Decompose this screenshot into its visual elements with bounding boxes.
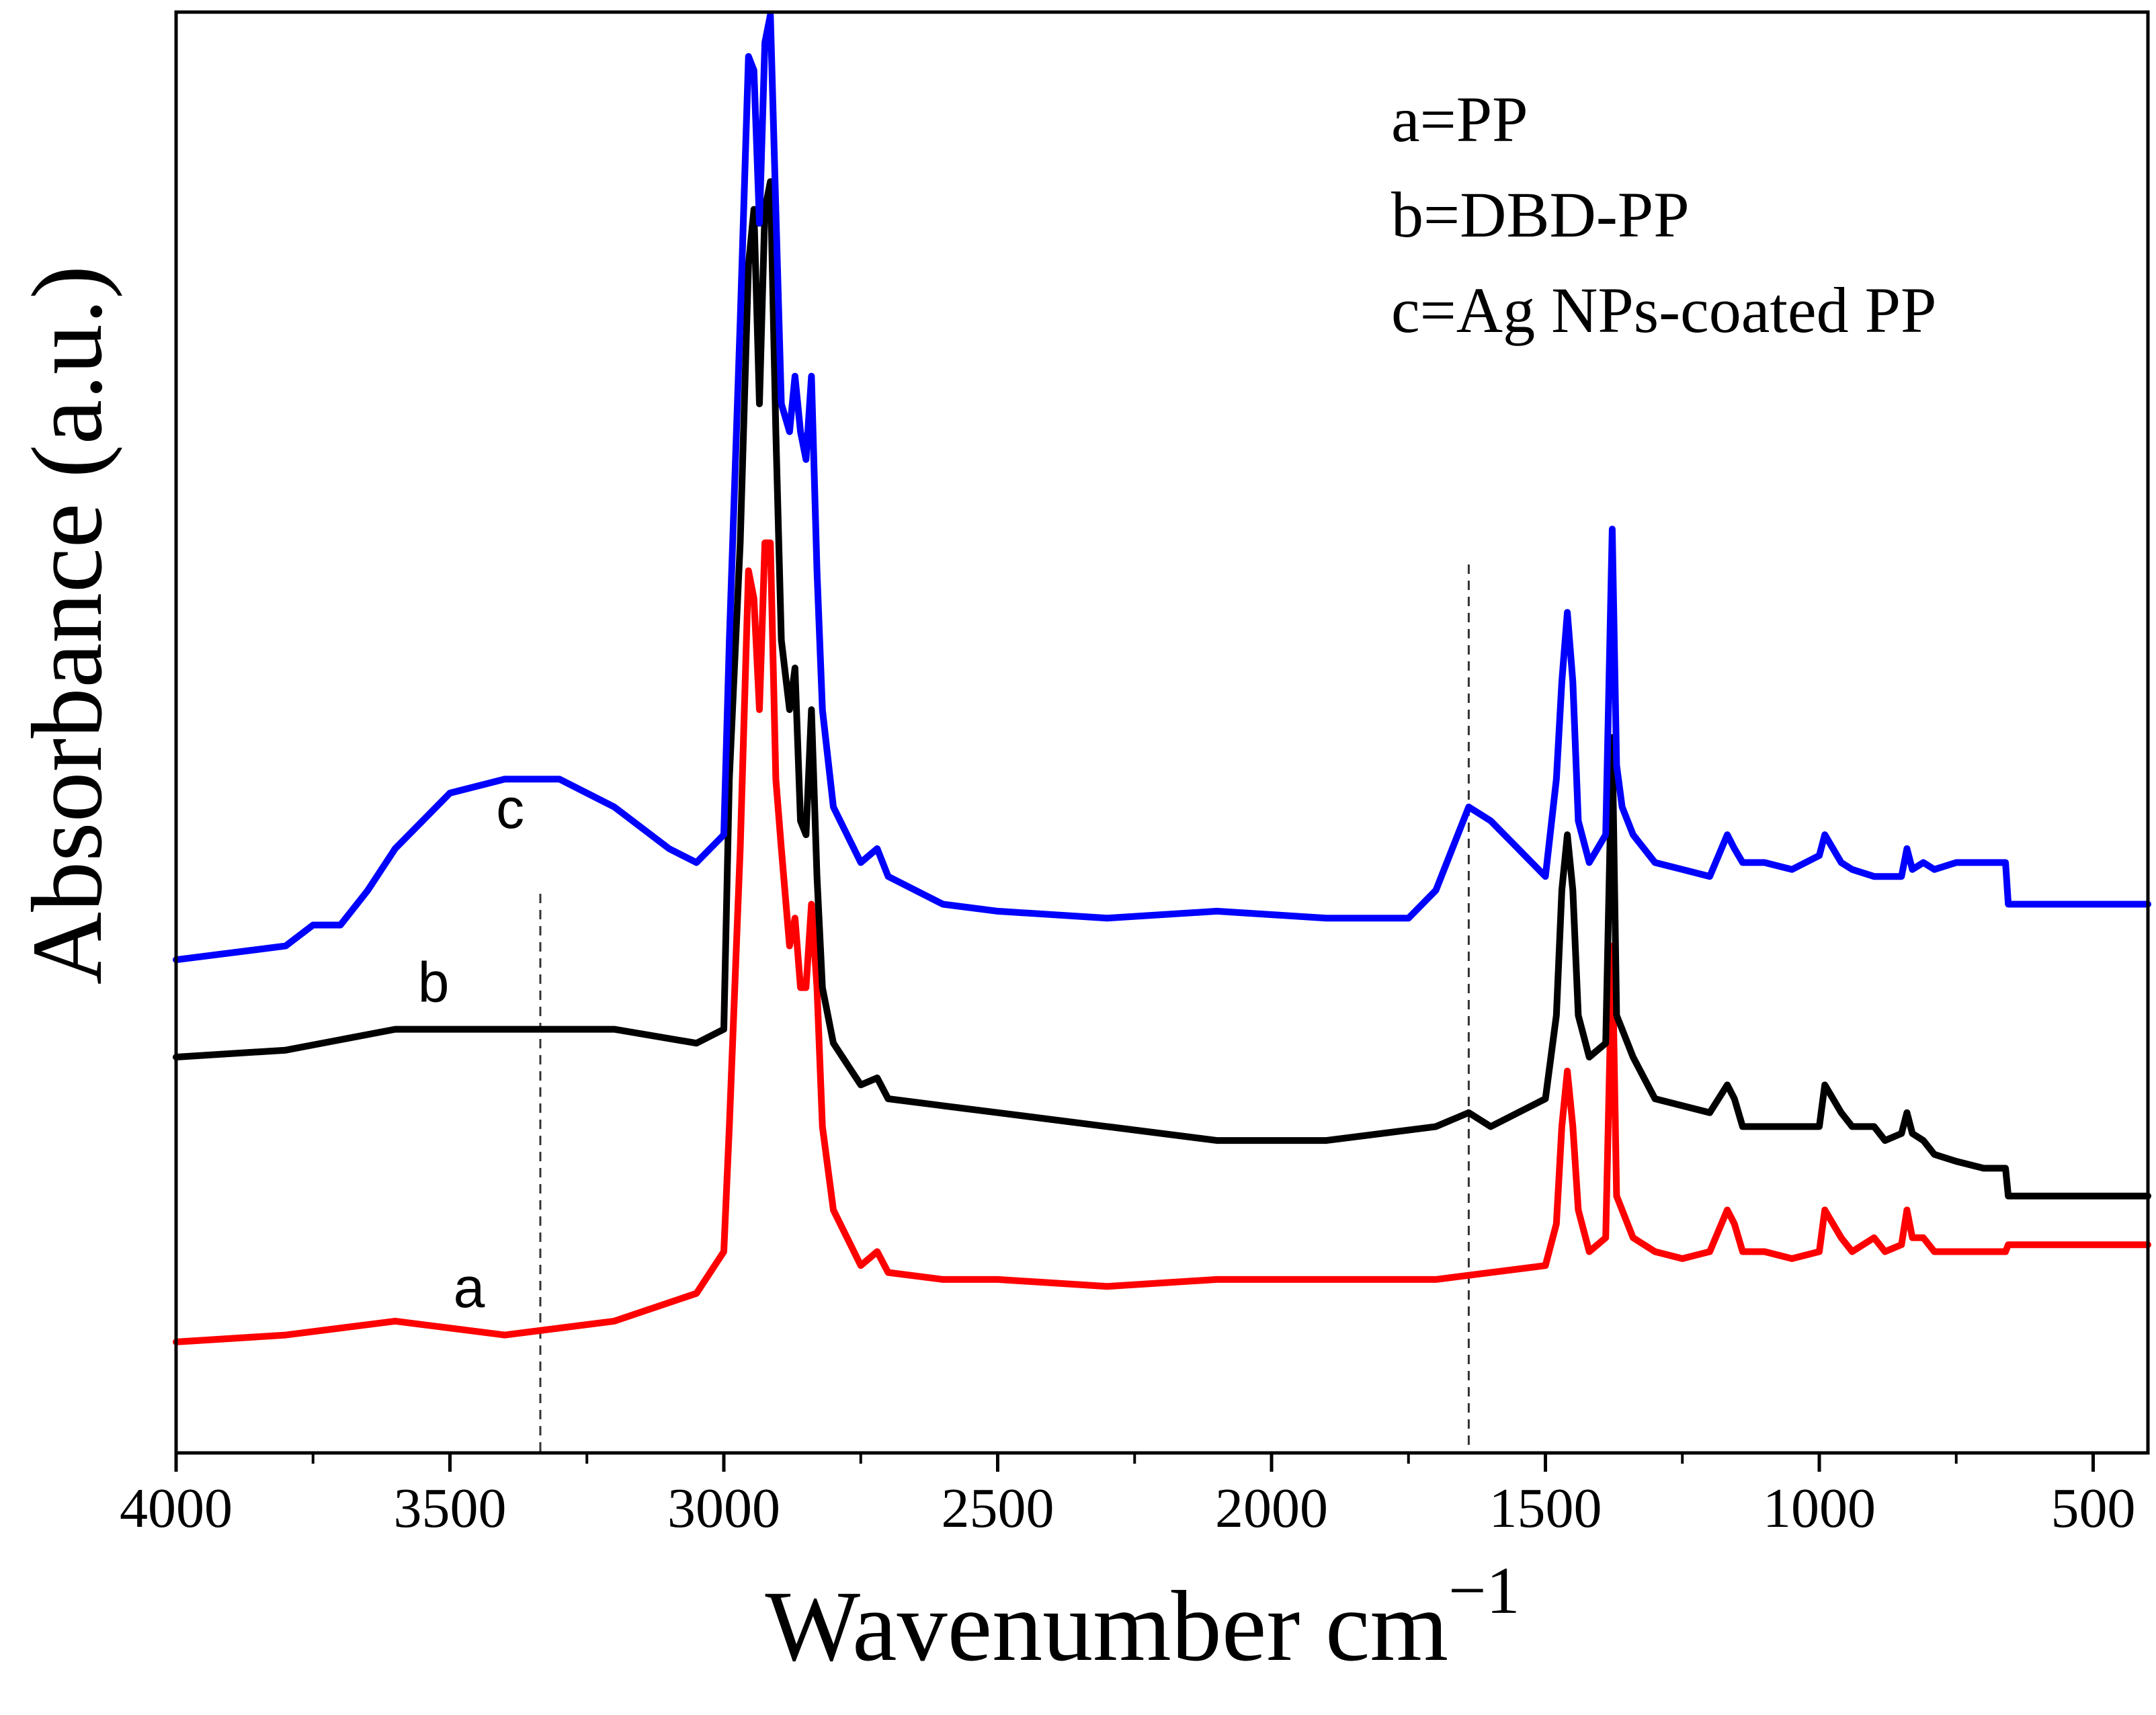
x-tick-label-4000: 4000 <box>120 1477 233 1540</box>
legend-entry-1: a=PP <box>1391 83 1528 155</box>
series-a-label: a <box>454 1256 485 1319</box>
series-b-label: b <box>418 950 450 1013</box>
legend-entry-2: b=DBD-PP <box>1391 179 1690 251</box>
x-axis-title-exponent: −1 <box>1448 1553 1520 1628</box>
plot-frame <box>174 10 2150 1455</box>
legend: a=PP b=DBD-PP c=Ag NPs-coated PP <box>1391 83 1936 346</box>
x-tick-label-3500: 3500 <box>394 1477 507 1540</box>
series-c-label: c <box>496 777 524 840</box>
x-axis-ticks: 4000 3500 3000 2500 2000 1500 1000 500 <box>120 1453 2136 1540</box>
x-tick-label-1500: 1500 <box>1489 1477 1602 1540</box>
x-tick-label-3000: 3000 <box>667 1477 780 1540</box>
reference-lines <box>539 564 1470 1452</box>
x-tick-label-2500: 2500 <box>942 1477 1054 1540</box>
x-tick-label-1000: 1000 <box>1763 1477 1876 1540</box>
x-axis-title-text: Wavenumber cm <box>765 1571 1448 1682</box>
y-axis-title: Absorbance (a.u.) <box>11 265 123 985</box>
series-b-line <box>173 178 2151 1200</box>
x-axis-title: Wavenumber cm−1 <box>765 1553 1520 1682</box>
legend-entry-3: c=Ag NPs-coated PP <box>1391 274 1936 346</box>
x-tick-label-500: 500 <box>2051 1477 2136 1540</box>
series-labels: a b c <box>418 777 524 1319</box>
x-tick-label-2000: 2000 <box>1215 1477 1328 1540</box>
series-layer <box>173 11 2151 1345</box>
series-c-line <box>173 11 2151 964</box>
series-a-line <box>173 539 2151 1345</box>
